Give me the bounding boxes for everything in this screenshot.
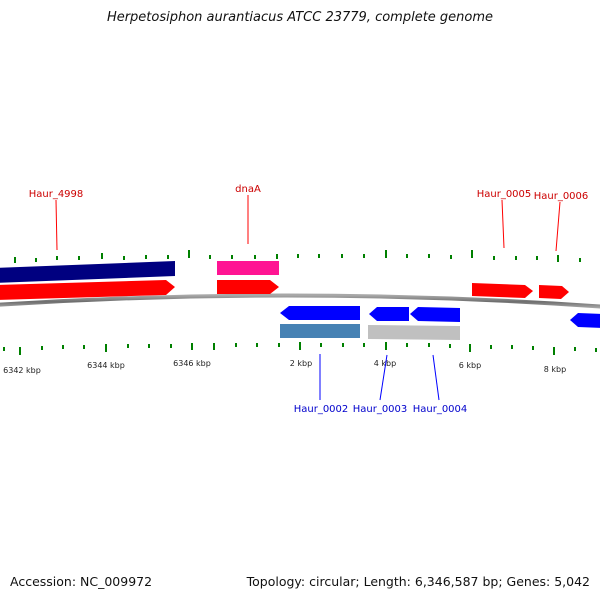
accession-text: Accession: NC_009972 [10, 574, 153, 589]
feature-gray-bar [368, 325, 460, 340]
genome-backbone [0, 293, 600, 309]
gene-haur-4998-arrow [0, 280, 175, 300]
upper-tick-row [14, 250, 581, 263]
gene-haur-0005-arrow [472, 283, 533, 298]
connector-haur-0005 [501, 199, 505, 249]
feature-dnaA-highlight-bar [217, 261, 279, 275]
connector-haur-0006 [555, 201, 561, 252]
gene-label-haur-0006: Haur_0006 [534, 191, 589, 202]
scale-label-6342kbp: 6342 kbp [3, 366, 41, 375]
gene-label-haur-4998: Haur_4998 [29, 189, 84, 200]
gene-haur-0004-arrow [410, 307, 460, 322]
scale-label-6344kbp: 6344 kbp [87, 361, 125, 370]
gene-dnaA-arrow [217, 280, 279, 294]
scale-label-2kbp: 2 kbp [290, 359, 312, 368]
connector-haur-0004 [432, 354, 440, 401]
scale-label-8kbp: 8 kbp [544, 365, 566, 374]
scale-label-6346kbp: 6346 kbp [173, 359, 211, 368]
gene-label-haur-0004: Haur_0004 [413, 404, 468, 415]
gene-right-edge-arrow [570, 313, 600, 328]
scale-label-6kbp: 6 kbp [459, 361, 481, 370]
connector-haur-4998 [55, 199, 58, 251]
gene-haur-0002-arrow [280, 306, 360, 320]
feature-navy-bar [0, 261, 175, 283]
scale-label-4kbp: 4 kbp [374, 359, 396, 368]
lower-tick-row [3, 342, 597, 355]
gene-label-haur-0003: Haur_0003 [353, 404, 408, 415]
connector-haur-0003 [379, 354, 388, 401]
gene-label-haur-0002: Haur_0002 [294, 404, 349, 415]
gene-haur-0006-arrow [539, 285, 569, 299]
gene-label-dnaA: dnaA [235, 184, 261, 195]
gene-label-haur-0005: Haur_0005 [477, 189, 532, 200]
feature-steelblue-bar [280, 324, 360, 338]
map-title: Herpetosiphon aurantiacus ATCC 23779, co… [106, 10, 494, 25]
genome-summary-text: Topology: circular; Length: 6,346,587 bp… [246, 574, 590, 589]
gene-haur-0003-arrow [369, 307, 409, 321]
